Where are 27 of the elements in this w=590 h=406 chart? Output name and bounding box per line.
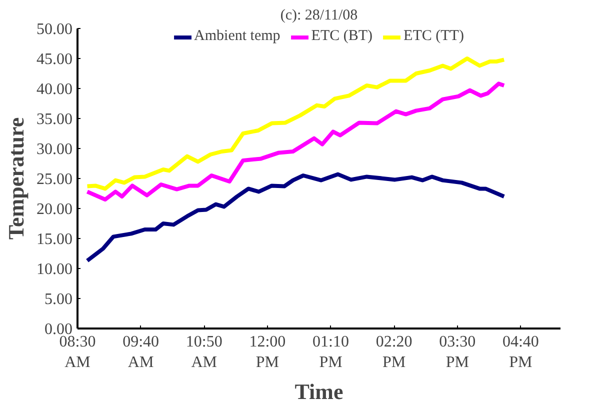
x-axis-title: Time: [294, 378, 344, 404]
y-tick-label: 50.00: [36, 21, 72, 38]
y-tick-label: 20.00: [36, 201, 72, 218]
x-tick-label: 01:10 PM: [312, 334, 349, 371]
y-tick-label: 5.00: [44, 291, 72, 308]
line-series: [85, 172, 506, 263]
x-tick-label: 02:20 PM: [376, 334, 412, 371]
legend-label: ETC (TT): [404, 28, 464, 45]
y-tick-label: 40.00: [36, 81, 72, 98]
legend-label: ETC (BT): [311, 28, 373, 45]
y-tick-label: 35.00: [36, 111, 72, 128]
x-tick-label: 03:30 PM: [439, 334, 476, 371]
x-tick-label: 09:40 AM: [122, 334, 160, 371]
y-tick-label: 45.00: [36, 51, 72, 68]
y-tick-label: 30.00: [36, 141, 72, 158]
x-tick-label: 12:00 PM: [249, 334, 286, 371]
x-tick-label: 08:30 AM: [59, 334, 96, 371]
y-tick-label: 25.00: [36, 171, 72, 188]
line-series: [85, 82, 506, 202]
y-tick-label: 15.00: [36, 231, 72, 248]
y-axis-title: Temperature: [4, 117, 28, 240]
x-tick-label: 04:40 PM: [502, 334, 539, 371]
y-tick-label: 10.00: [36, 261, 72, 278]
legend-label: Ambient temp: [194, 28, 280, 45]
x-tick-label: 10:50 AM: [186, 334, 222, 371]
line-series: [85, 56, 506, 191]
chart-title: (c): 28/11/08: [280, 8, 358, 24]
